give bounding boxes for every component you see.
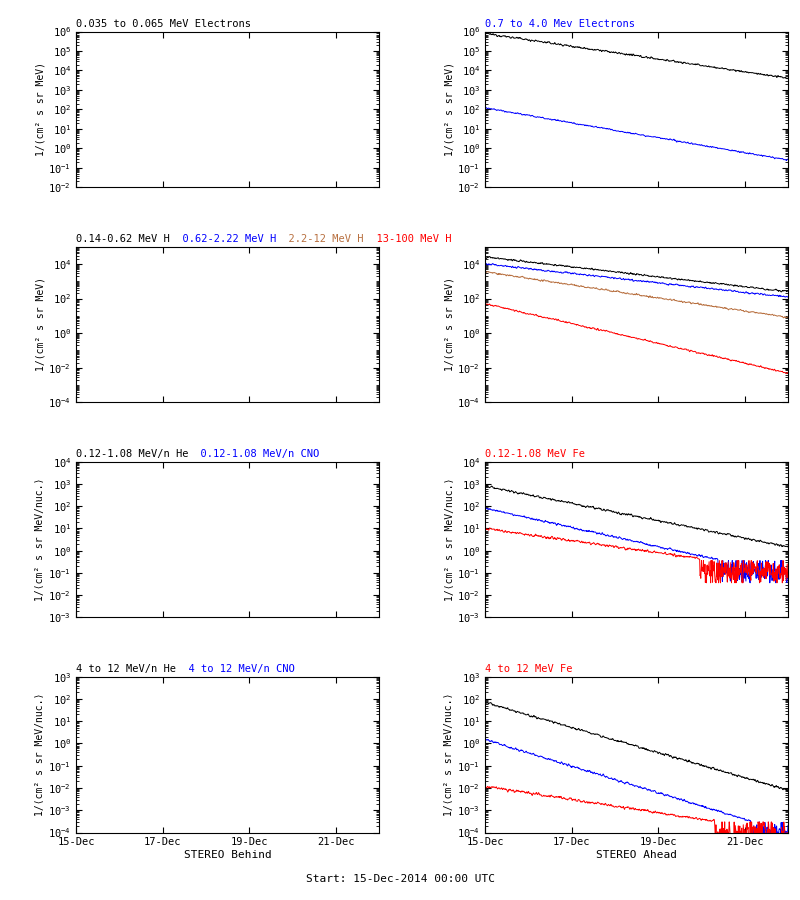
Text: 4 to 12 MeV Fe: 4 to 12 MeV Fe: [485, 664, 573, 674]
Y-axis label: 1/⟨cm² s sr MeV/nuc.⟩: 1/⟨cm² s sr MeV/nuc.⟩: [444, 693, 454, 816]
Text: Start: 15-Dec-2014 00:00 UTC: Start: 15-Dec-2014 00:00 UTC: [306, 874, 494, 884]
Y-axis label: 1/(cm² s sr MeV): 1/(cm² s sr MeV): [444, 277, 454, 372]
Y-axis label: 1/(cm² s sr MeV): 1/(cm² s sr MeV): [35, 277, 46, 372]
Text: 0.7 to 4.0 Mev Electrons: 0.7 to 4.0 Mev Electrons: [485, 19, 635, 29]
X-axis label: STEREO Ahead: STEREO Ahead: [596, 850, 677, 860]
Y-axis label: 1/(cm² s sr MeV): 1/(cm² s sr MeV): [35, 62, 46, 157]
Text: 0.12-1.08 MeV Fe: 0.12-1.08 MeV Fe: [485, 449, 585, 459]
Y-axis label: 1/(cm² s sr MeV): 1/(cm² s sr MeV): [445, 62, 454, 157]
Text: 4 to 12 MeV/n He: 4 to 12 MeV/n He: [76, 664, 176, 674]
Text: 0.12-1.08 MeV/n He: 0.12-1.08 MeV/n He: [76, 449, 189, 459]
Text: 0.14-0.62 MeV H: 0.14-0.62 MeV H: [76, 234, 170, 244]
Y-axis label: 1/⟨cm² s sr MeV/nuc.⟩: 1/⟨cm² s sr MeV/nuc.⟩: [35, 693, 46, 816]
Text: 0.035 to 0.065 MeV Electrons: 0.035 to 0.065 MeV Electrons: [76, 19, 251, 29]
Y-axis label: 1/⟨cm² s sr MeV/nuc.⟩: 1/⟨cm² s sr MeV/nuc.⟩: [445, 478, 454, 601]
X-axis label: STEREO Behind: STEREO Behind: [184, 850, 271, 860]
Y-axis label: 1/⟨cm² s sr MeV/nuc.⟩: 1/⟨cm² s sr MeV/nuc.⟩: [35, 478, 46, 601]
Text: 4 to 12 MeV/n CNO: 4 to 12 MeV/n CNO: [176, 664, 294, 674]
Text: 13-100 MeV H: 13-100 MeV H: [363, 234, 451, 244]
Text: 0.12-1.08 MeV/n CNO: 0.12-1.08 MeV/n CNO: [189, 449, 320, 459]
Text: 2.2-12 MeV H: 2.2-12 MeV H: [276, 234, 363, 244]
Text: 0.62-2.22 MeV H: 0.62-2.22 MeV H: [170, 234, 276, 244]
